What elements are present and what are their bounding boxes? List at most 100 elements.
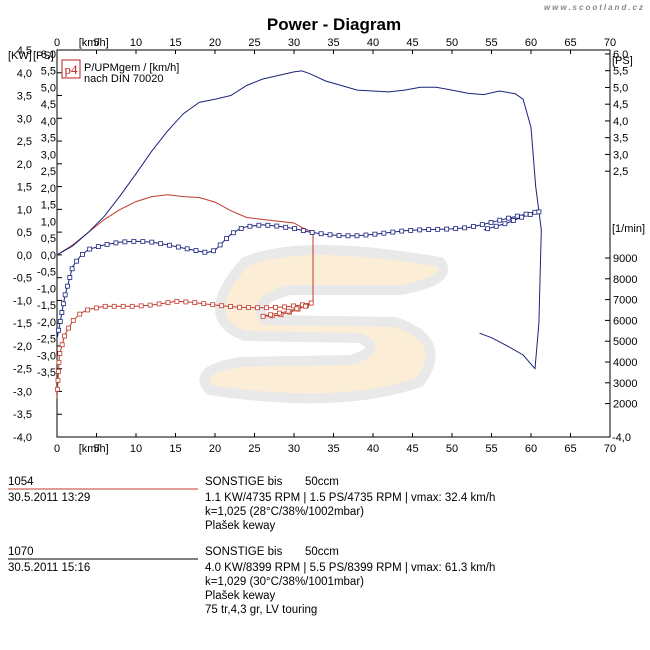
data-point — [201, 301, 207, 307]
data-point — [192, 300, 198, 306]
y-left-kw-tick-label: -2,0 — [13, 341, 32, 353]
data-point — [59, 310, 65, 315]
y-right-bottom-tick-label: -4,0 — [612, 432, 631, 444]
data-point — [238, 226, 244, 231]
data-point — [527, 212, 533, 217]
y-left-kw-tick-label: 2,5 — [17, 136, 32, 148]
x-axis-label-top: [km/h] — [79, 37, 109, 49]
x-tick-label-top: 30 — [288, 37, 300, 49]
chart-title: Power - Diagram — [267, 15, 401, 34]
x-tick-label-bottom: 25 — [248, 443, 260, 455]
data-point — [363, 232, 369, 238]
x-tick-label-bottom: 0 — [54, 443, 60, 455]
y-right-ps-tick-label: 6,0 — [613, 49, 628, 61]
y-left-ps-tick-label: -0,5 — [37, 267, 56, 279]
series-line — [56, 70, 542, 370]
data-point — [246, 305, 251, 310]
legend-logo: p4 — [65, 62, 79, 77]
data-point — [318, 231, 324, 237]
data-point — [488, 220, 494, 225]
x-tick-label-bottom: 50 — [446, 443, 458, 455]
run-stats: 4.0 KW/8399 RPM | 5.5 PS/8399 RPM | vmax… — [205, 562, 495, 574]
data-point — [462, 225, 468, 231]
data-point — [408, 228, 414, 233]
x-tick-label-top: 25 — [248, 37, 260, 49]
data-point — [156, 301, 162, 307]
y-left-kw-tick-label: 0,0 — [17, 250, 32, 262]
x-tick-label-bottom: 5 — [93, 443, 99, 455]
y-left-kw-tick-label: -3,5 — [13, 409, 32, 421]
data-point — [294, 306, 300, 312]
data-point — [390, 229, 396, 235]
x-axis-label-bottom: [km/h] — [79, 443, 109, 455]
data-point — [74, 258, 80, 264]
y-right-ps-tick-label: 5,5 — [613, 66, 628, 78]
data-point — [184, 246, 190, 252]
x-tick-label-top: 5 — [93, 37, 99, 49]
x-tick-label-top: 70 — [604, 37, 616, 49]
y-left-ps-tick-label: -3,0 — [37, 350, 56, 362]
data-point — [273, 304, 278, 310]
y-right-rpm-tick-label: 7000 — [613, 295, 637, 307]
run-info: 1054 30.5.2011 13:29 SONSTIGE bis 50ccm 1.1 … — [8, 476, 495, 616]
data-point — [67, 275, 73, 280]
y-left-ps-tick-label: 1,5 — [41, 200, 56, 212]
data-point — [354, 233, 360, 239]
data-point — [277, 310, 282, 316]
y-left-ps-tick-label: -2,0 — [37, 317, 56, 329]
legend-line1: P/UPMgem / [km/h] — [84, 62, 179, 74]
x-tick-label-bottom: 45 — [406, 443, 418, 455]
y-right-ps-tick-label: 5,0 — [613, 82, 628, 94]
data-point — [62, 292, 68, 298]
data-point — [444, 226, 450, 232]
x-tick-label-bottom: 30 — [288, 443, 300, 455]
data-point — [291, 303, 296, 309]
run-conditions: k=1,025 (28°C/38%/1002mbar) — [205, 506, 364, 518]
x-tick-label-top: 50 — [446, 37, 458, 49]
y-left-ps-tick-label: -1,5 — [37, 300, 56, 312]
y-left-kw-tick-label: -1,0 — [13, 295, 32, 307]
y-right-ps-tick-label: 4,0 — [613, 116, 628, 128]
y-right-rpm-tick-label: 2000 — [613, 399, 637, 411]
y-right-rpm-tick-label: 6000 — [613, 315, 637, 327]
legend-line2: nach DIN 70020 — [84, 73, 164, 85]
data-point — [202, 249, 208, 255]
y-left-kw-tick-label: 1,0 — [17, 204, 32, 216]
run-ccm: 50ccm — [305, 476, 339, 488]
data-point — [497, 217, 503, 223]
data-point — [265, 222, 271, 228]
series-group — [55, 70, 542, 399]
y-left-ps-tick-label: 6,0 — [41, 49, 56, 61]
data-point — [219, 303, 225, 309]
data-point — [65, 283, 70, 289]
series-line — [56, 194, 314, 305]
data-point — [523, 211, 529, 217]
x-tick-label-top: 40 — [367, 37, 379, 49]
y-right-ps-tick-label: 3,5 — [613, 133, 628, 145]
x-tick-label-top: 55 — [485, 37, 497, 49]
y-left-ps-tick-label: 0,5 — [41, 233, 56, 245]
y-right-rpm-tick-label: 9000 — [613, 253, 637, 265]
y-left-ps-tick-label: 0,0 — [41, 250, 56, 262]
data-point — [140, 239, 146, 245]
y-right-rpm-label: [1/min] — [612, 223, 645, 235]
axes: 0055101015152020252530303535404045455050… — [8, 37, 645, 455]
data-point — [56, 327, 62, 333]
y-left-kw-tick-label: 3,0 — [17, 113, 32, 125]
data-point — [93, 305, 99, 311]
data-point — [300, 228, 306, 234]
data-point — [426, 227, 432, 233]
data-point — [493, 223, 499, 229]
data-point — [102, 303, 108, 309]
y-left-ps-label: [PS] — [33, 50, 54, 62]
y-left-ps-tick-label: 5,5 — [41, 66, 56, 78]
x-tick-label-top: 35 — [327, 37, 339, 49]
data-point — [175, 244, 181, 250]
y-left-kw-tick-label: 3,5 — [17, 91, 32, 103]
data-point — [308, 300, 314, 306]
data-point — [283, 224, 289, 230]
run-owner: Plašek keway — [205, 590, 276, 602]
run-conditions: k=1,029 (30°C/38%/1001mbar) — [205, 576, 364, 588]
data-point — [167, 242, 172, 248]
x-tick-label-bottom: 65 — [564, 443, 576, 455]
